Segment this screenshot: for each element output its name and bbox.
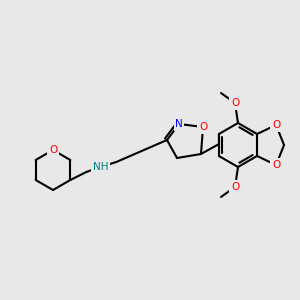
Text: O: O: [231, 98, 239, 108]
Text: O: O: [199, 122, 207, 132]
Text: O: O: [231, 182, 239, 192]
Text: NH: NH: [93, 162, 108, 172]
Text: N: N: [175, 119, 183, 129]
Text: O: O: [49, 145, 57, 155]
Text: O: O: [272, 120, 280, 130]
Text: O: O: [272, 160, 280, 170]
